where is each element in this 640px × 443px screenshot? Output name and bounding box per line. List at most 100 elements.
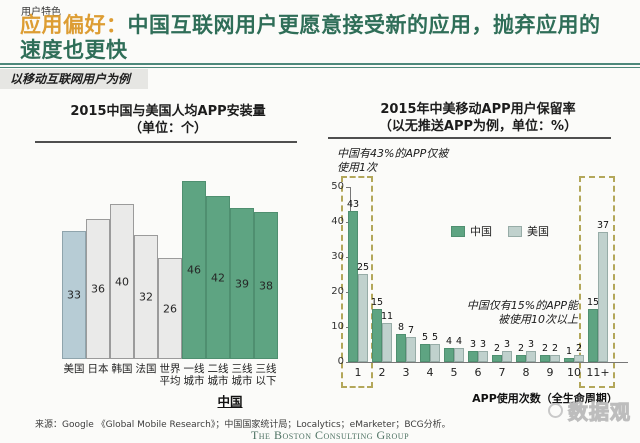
right-bar-value: 15 (370, 297, 384, 308)
left-bar-4: 32 (134, 235, 158, 359)
page-title-accent: 应用偏好： (20, 13, 128, 37)
right-bar-value: 1 (565, 346, 573, 357)
bar-group-11+: 15 37 (586, 211, 610, 362)
y-tick-mark (346, 187, 350, 188)
right-bar-cn-2: 15 (371, 297, 383, 362)
left-x-tick-label: 三线 以下 (255, 363, 277, 387)
right-bar-value: 4 (455, 336, 463, 347)
right-bar-value: 4 (445, 336, 453, 347)
left-bar-5: 26 (158, 258, 182, 359)
y-tick-label: 10 (331, 321, 344, 332)
left-bar-9: 38 (254, 212, 278, 359)
watermark-text: 数据观 (568, 400, 631, 425)
right-bar-us-7: 3 (502, 339, 512, 362)
right-bar-value: 15 (586, 297, 600, 308)
right-x-tick-label: 8 (522, 366, 530, 379)
right-x-tick-label: 1 (354, 366, 362, 379)
page-title: 应用偏好：中国互联网用户更愿意接受新的应用，抛弃应用的 速度也更快 (20, 13, 626, 63)
right-bar-value: 2 (493, 343, 501, 354)
left-title-underline (35, 141, 297, 143)
right-bar-value: 43 (346, 199, 360, 210)
right-bar-value: 25 (356, 262, 370, 273)
right-bar-cn-5: 4 (444, 336, 454, 362)
left-bar-value: 39 (235, 277, 249, 290)
page-title-line2: 速度也更快 (20, 38, 128, 62)
legend: 中国 美国 (430, 223, 570, 239)
left-bar-3: 40 (110, 204, 134, 359)
left-bar-8: 39 (230, 208, 254, 359)
left-bar-value: 32 (139, 290, 153, 304)
left-x-tick-label: 法国 (135, 363, 157, 375)
left-bar-value: 26 (163, 302, 177, 315)
right-x-tick-label: 9 (546, 366, 554, 379)
right-chart-x-title: APP使用次数（全生命周期） (472, 392, 618, 405)
left-bar-value: 42 (211, 271, 225, 284)
right-bar-value: 3 (527, 339, 535, 350)
right-x-tick-label: 5 (450, 366, 458, 379)
page-title-line1: 中国互联网用户更愿意接受新的应用，抛弃应用的 (127, 13, 601, 37)
scope-tag: 以移动互联网用户为例 (0, 69, 148, 89)
eyebrow-label: 用户特色 (21, 7, 61, 18)
left-bar-6: 46 (182, 181, 206, 359)
left-bar-value: 36 (91, 282, 105, 296)
right-bar-us-9: 2 (550, 343, 560, 362)
right-bar-cn-8: 2 (516, 343, 526, 362)
bar-group-1: 43 25 (346, 199, 370, 362)
right-chart-title: 2015年中美移动APP用户保留率 （以无推送APP为例，单位：%） (328, 101, 628, 135)
left-bar-value: 33 (67, 288, 81, 302)
left-x-tick-label: 美国 (63, 363, 85, 375)
watermark-logo-icon (548, 403, 563, 418)
highlight-box-category-11plus (579, 176, 615, 388)
left-x-tick-label: 二线 城市 (207, 363, 229, 387)
right-bar-us-6: 3 (478, 339, 488, 362)
source-note: 来源：Google 《Global Mobile Research》；中国国家统… (35, 420, 451, 430)
y-tick-label: 50 (331, 181, 344, 192)
left-chart-title: 2015中国与美国人均APP安装量 （单位：个） (20, 103, 316, 137)
right-title-underline (328, 137, 611, 139)
right-bar-cn-4: 5 (420, 332, 430, 362)
right-chart-x-axis: 1 2 3 4 5 6 7 8 9 10 11+ (346, 366, 610, 379)
highlight-box-category-1 (341, 176, 373, 388)
right-bar-value: 5 (421, 332, 429, 343)
right-bar-value: 2 (551, 343, 559, 354)
left-chart-bars: 33 36 40 32 26 46 42 39 38 (62, 181, 278, 359)
right-bar-value: 2 (541, 343, 549, 354)
right-bar-cn-11+: 15 (587, 297, 599, 362)
left-bar-7: 42 (206, 196, 230, 359)
header-rule-thin (0, 67, 640, 68)
right-bar-value: 5 (431, 332, 439, 343)
right-bar-value: 37 (596, 220, 610, 231)
right-x-tick-label: 11+ (586, 366, 610, 379)
annotation-15-percent: 中国仅有15%的APP能 被使用10次以上 (466, 299, 578, 326)
legend-item-cn: 中国 (451, 223, 492, 239)
y-tick-mark (346, 362, 350, 363)
right-bar-value: 11 (380, 311, 394, 322)
right-bar-value: 8 (397, 322, 405, 333)
header-rule-thick (0, 63, 640, 65)
right-bar-value: 3 (503, 339, 511, 350)
right-bar-cn-1: 43 (347, 199, 359, 362)
right-bar-value: 7 (407, 325, 415, 336)
right-bar-value: 3 (469, 339, 477, 350)
china-group-label: 中国 (217, 394, 243, 409)
left-x-tick-label: 一线 城市 (183, 363, 205, 387)
right-x-tick-label: 2 (378, 366, 386, 379)
left-bar-value: 38 (259, 279, 273, 292)
left-x-tick-label: 韩国 (111, 363, 133, 375)
right-bar-us-2: 11 (381, 311, 393, 362)
right-bar-value: 2 (517, 343, 525, 354)
right-bar-us-5: 4 (454, 336, 464, 362)
right-bar-us-3: 7 (406, 325, 416, 362)
right-x-tick-label: 4 (426, 366, 434, 379)
bar-group-2: 15 11 (370, 211, 394, 362)
right-bar-us-11+: 37 (597, 220, 609, 362)
right-bar-cn-3: 8 (396, 322, 406, 362)
right-bar-value: 3 (479, 339, 487, 350)
left-x-tick-label: 三线 城市 (231, 363, 253, 387)
annotation-43-percent: 中国有43%的APP仅被 使用1次 (337, 147, 449, 174)
right-x-tick-label: 7 (498, 366, 506, 379)
